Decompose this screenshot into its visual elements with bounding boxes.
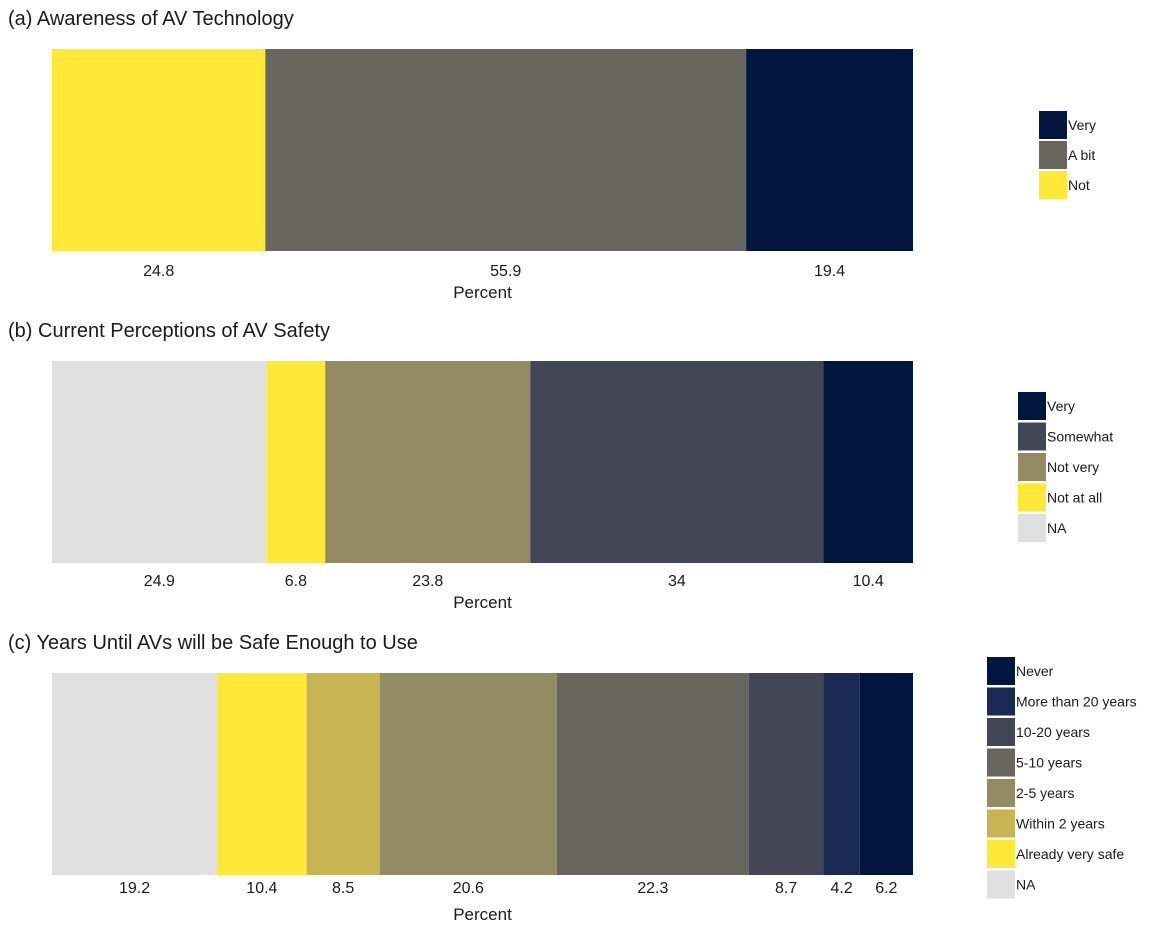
legend-swatch-10-20-years [987,718,1015,746]
legend-label-not: Not [1068,177,1090,193]
bar-segment-2-5-years [379,673,557,875]
bar-segment-already-very-safe [217,673,307,875]
panel-a: (a) Awareness of AV Technology 24.8 55.9 19… [8,8,1096,302]
data-label-not-very: 23.8 [412,573,443,590]
legend-swatch-very [1018,392,1046,420]
bar-segment-never [859,673,913,875]
legend-swatch-5-10-years [987,748,1015,777]
bar-segment-5-10-years [556,673,749,875]
data-label-already-very-safe: 10.4 [246,880,277,897]
legend-label-na: NA [1016,877,1036,893]
legend-swatch-a-bit [1039,141,1067,169]
bar-segment-not-at-all [266,361,326,563]
legend: Very A bit Not [1039,111,1096,199]
chart-title: (c) Years Until AVs will be Safe Enough … [8,632,418,654]
legend-swatch-somewhat [1018,422,1046,451]
data-label-2-5-years: 20.6 [453,880,484,897]
legend-label-not-very: Not very [1047,459,1099,475]
legend-swatch-very [1039,111,1067,139]
bar-segment-within-2-years [306,673,380,875]
legend-label-na: NA [1047,520,1067,536]
panel-c: (c) Years Until AVs will be Safe Enough … [8,632,1137,924]
x-axis-title: Percent [453,283,512,302]
data-label-very: 10.4 [853,573,884,590]
legend-label-5-10-years: 5-10 years [1016,755,1082,771]
bar-segment-not-very [325,361,531,563]
data-label-very: 19.4 [814,263,845,280]
legend-label-very: Very [1068,117,1096,133]
bar-segment-more-than-20-years [823,673,860,875]
legend-label-a-bit: A bit [1068,147,1095,163]
x-axis-title: Percent [453,593,512,612]
chart-title: (a) Awareness of AV Technology [8,8,294,30]
bar-segment-na [52,673,218,875]
data-label-within-2-years: 8.5 [332,880,354,897]
bar-segment-very [823,361,913,563]
data-label-na: 24.9 [144,573,175,590]
data-label-10-20-years: 8.7 [775,880,797,897]
data-label-more-than-20-years: 4.2 [830,880,852,897]
legend-label-2-5-years: 2-5 years [1016,785,1074,801]
data-label-never: 6.2 [875,880,897,897]
legend-swatch-na [1018,514,1046,542]
panel-b: (b) Current Perceptions of AV Safety 24.9… [8,320,1113,612]
data-label-na: 19.2 [119,880,150,897]
legend-swatch-within-2-years [987,809,1015,838]
legend: Never More than 20 years 10-20 years 5-10 y… [987,657,1137,899]
legend-swatch-already-very-safe [987,840,1015,868]
legend-label-within-2-years: Within 2 years [1016,816,1105,832]
data-label-not: 24.8 [143,263,174,280]
legend-label-somewhat: Somewhat [1047,429,1113,445]
bar-segment-very [746,49,913,251]
legend-label-never: Never [1016,663,1054,679]
legend-swatch-not-very [1018,453,1046,481]
legend-swatch-2-5-years [987,779,1015,807]
legend-swatch-na [987,870,1015,899]
legend: Very Somewhat Not very Not at all NA [1018,392,1113,542]
bar-segment-10-20-years [748,673,824,875]
chart-title: (b) Current Perceptions of AV Safety [8,320,330,342]
legend-swatch-not-at-all [1018,483,1046,512]
legend-label-very: Very [1047,398,1075,414]
legend-swatch-never [987,657,1015,685]
legend-label-10-20-years: 10-20 years [1016,724,1090,740]
legend-label-already-very-safe: Already very safe [1016,846,1124,862]
bar-segment-somewhat [530,361,824,563]
bar-segment-na [52,361,267,563]
data-label-not-at-all: 6.8 [285,573,307,590]
bar-segment-not [52,49,266,251]
x-axis-title: Percent [453,905,512,924]
data-label-a-bit: 55.9 [490,263,521,280]
legend-swatch-not [1039,171,1067,199]
legend-swatch-more-than-20-years [987,687,1015,716]
data-label-5-10-years: 22.3 [637,880,668,897]
legend-label-not-at-all: Not at all [1047,490,1102,506]
legend-label-more-than-20-years: More than 20 years [1016,694,1137,710]
data-label-somewhat: 34 [668,573,686,590]
bar-segment-a-bit [265,49,747,251]
